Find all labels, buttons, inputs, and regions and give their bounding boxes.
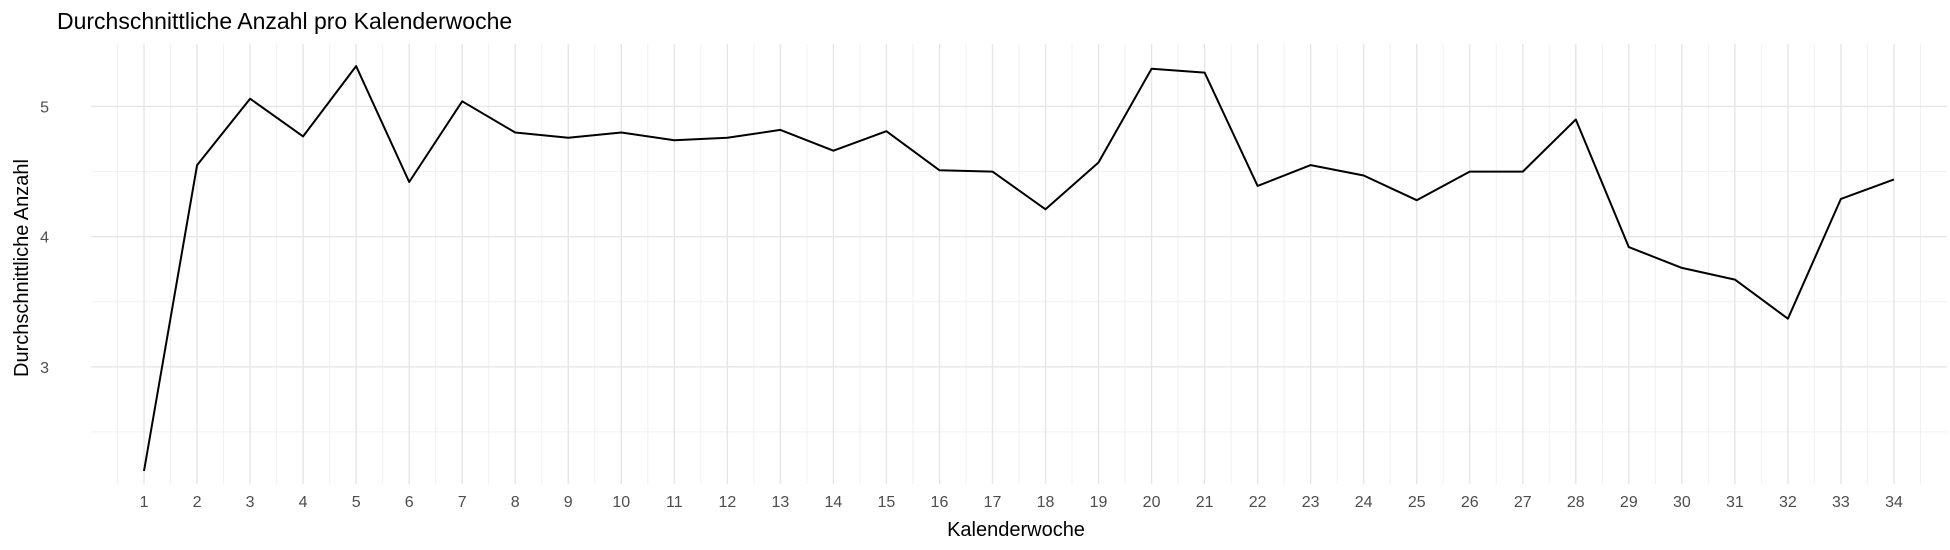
series-line — [143, 65, 1895, 472]
x-tick-label: 5 — [352, 494, 361, 511]
x-tick-label: 11 — [666, 494, 683, 511]
x-tick-label: 16 — [931, 494, 949, 511]
x-tick-label: 23 — [1302, 494, 1320, 511]
x-tick-label: 25 — [1408, 494, 1426, 511]
x-tick-label: 30 — [1673, 494, 1691, 511]
x-tick-label: 32 — [1779, 494, 1797, 511]
x-tick-label: 27 — [1514, 494, 1532, 511]
x-tick-label: 8 — [511, 494, 520, 511]
x-tick-label: 10 — [612, 494, 630, 511]
x-tick-label: 34 — [1885, 494, 1903, 511]
x-tick-label: 13 — [771, 494, 789, 511]
x-tick-label: 24 — [1355, 494, 1373, 511]
x-tick-label: 26 — [1461, 494, 1479, 511]
y-axis-title: Durchschnittliche Anzahl — [11, 159, 33, 377]
x-tick-label: 1 — [140, 494, 149, 511]
y-tick-label: 5 — [40, 99, 49, 116]
x-tick-label: 21 — [1196, 494, 1214, 511]
x-tick-label: 12 — [718, 494, 736, 511]
x-tick-label: 4 — [299, 494, 308, 511]
x-tick-label: 22 — [1249, 494, 1267, 511]
y-tick-label: 4 — [40, 230, 49, 247]
x-tick-label: 20 — [1143, 494, 1161, 511]
x-tick-label: 18 — [1037, 494, 1055, 511]
x-tick-label: 33 — [1832, 494, 1850, 511]
x-tick-label: 9 — [564, 494, 573, 511]
chart-title: Durchschnittliche Anzahl pro Kalenderwoc… — [57, 8, 513, 34]
x-tick-label: 7 — [458, 494, 467, 511]
y-tick-label: 3 — [40, 360, 49, 377]
x-tick-label: 19 — [1090, 494, 1108, 511]
x-tick-label: 31 — [1726, 494, 1744, 511]
x-tick-label: 6 — [405, 494, 414, 511]
x-tick-label: 14 — [825, 494, 843, 511]
x-tick-label: 2 — [193, 494, 202, 511]
x-tick-label: 17 — [984, 494, 1002, 511]
x-tick-label: 3 — [246, 494, 255, 511]
x-axis-title: Kalenderwoche — [947, 519, 1085, 541]
x-tick-label: 28 — [1567, 494, 1585, 511]
x-tick-label: 15 — [878, 494, 896, 511]
x-tick-label: 29 — [1620, 494, 1638, 511]
